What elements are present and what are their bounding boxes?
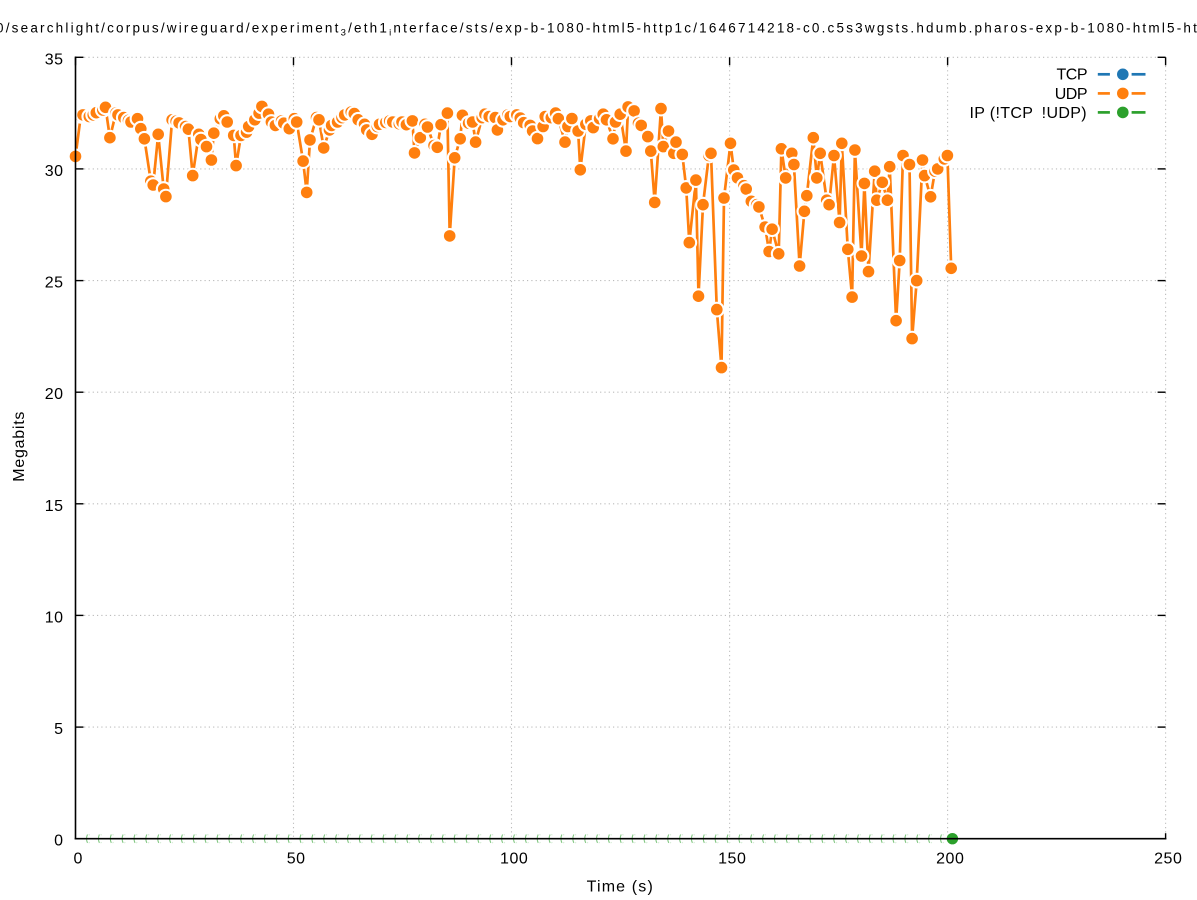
svg-text:0: 0 xyxy=(54,833,63,850)
svg-text:Megabits: Megabits xyxy=(11,411,28,482)
svg-text:15: 15 xyxy=(45,498,64,515)
svg-text:10: 10 xyxy=(45,609,64,626)
svg-text:200: 200 xyxy=(936,851,964,868)
svg-text:UDP: UDP xyxy=(1055,86,1087,103)
svg-text:0: 0 xyxy=(73,851,82,868)
svg-text:35: 35 xyxy=(45,51,64,68)
svg-text:20: 20 xyxy=(45,386,64,403)
svg-text:0/searchlight/corpus/wireguard: 0/searchlight/corpus/wireguard/experimen… xyxy=(0,21,1197,39)
svg-text:25: 25 xyxy=(45,275,64,292)
svg-text:IP (!TCP !UDP): IP (!TCP !UDP) xyxy=(969,105,1087,122)
svg-text:150: 150 xyxy=(718,851,746,868)
svg-text:30: 30 xyxy=(45,163,64,180)
svg-text:TCP: TCP xyxy=(1057,67,1088,84)
svg-text:100: 100 xyxy=(500,851,528,868)
svg-text:5: 5 xyxy=(54,721,63,738)
svg-text:250: 250 xyxy=(1154,851,1182,868)
svg-text:50: 50 xyxy=(287,851,306,868)
svg-text:Time (s): Time (s) xyxy=(587,878,654,895)
